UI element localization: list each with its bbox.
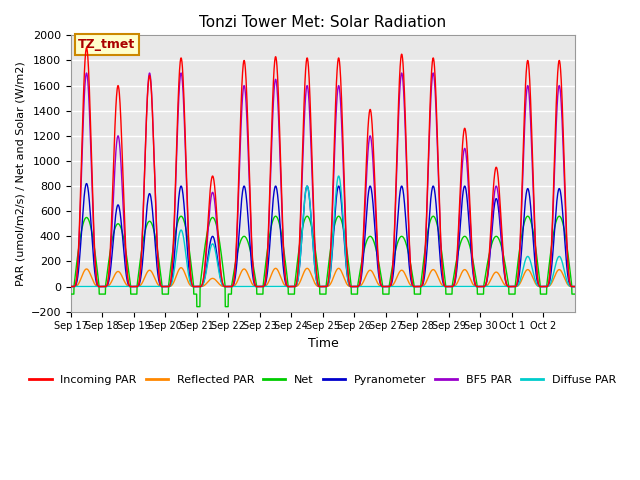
Incoming PAR	[571, 284, 579, 289]
BF5 PAR	[564, 261, 572, 266]
Line: Incoming PAR: Incoming PAR	[71, 48, 575, 287]
Net	[475, 291, 483, 297]
BF5 PAR	[67, 284, 75, 289]
Pyranometer	[571, 284, 579, 289]
BF5 PAR	[83, 70, 90, 76]
Incoming PAR	[118, 129, 125, 134]
Pyranometer	[118, 221, 125, 227]
Reflected PAR	[227, 284, 234, 289]
Diffuse PAR	[353, 284, 361, 289]
Pyranometer	[564, 273, 572, 278]
Diffuse PAR	[67, 284, 75, 289]
BF5 PAR	[227, 284, 234, 289]
Net	[503, 272, 511, 278]
Pyranometer	[474, 284, 482, 289]
Net	[177, 213, 185, 219]
Net	[117, 226, 125, 231]
Incoming PAR	[353, 284, 361, 289]
Incoming PAR	[474, 284, 482, 289]
Diffuse PAR	[335, 173, 342, 179]
Reflected PAR	[564, 282, 572, 288]
Text: TZ_tmet: TZ_tmet	[78, 38, 136, 51]
Incoming PAR	[67, 284, 75, 289]
BF5 PAR	[118, 167, 125, 173]
Title: Tonzi Tower Met: Solar Radiation: Tonzi Tower Met: Solar Radiation	[199, 15, 447, 30]
Pyranometer	[83, 180, 90, 186]
Incoming PAR	[503, 282, 511, 288]
Line: BF5 PAR: BF5 PAR	[71, 73, 575, 287]
Incoming PAR	[83, 45, 90, 51]
Incoming PAR	[564, 258, 572, 264]
Line: Pyranometer: Pyranometer	[71, 183, 575, 287]
Incoming PAR	[227, 284, 234, 289]
Diffuse PAR	[117, 284, 125, 289]
BF5 PAR	[474, 284, 482, 289]
Reflected PAR	[474, 284, 482, 289]
Reflected PAR	[177, 265, 185, 271]
Net	[193, 304, 201, 310]
BF5 PAR	[503, 282, 511, 288]
Reflected PAR	[571, 284, 579, 289]
Reflected PAR	[67, 284, 75, 289]
Net	[227, 291, 234, 297]
Pyranometer	[67, 284, 75, 289]
Diffuse PAR	[564, 280, 572, 286]
Reflected PAR	[117, 272, 125, 277]
Pyranometer	[227, 284, 234, 289]
Line: Reflected PAR: Reflected PAR	[71, 268, 575, 287]
Diffuse PAR	[474, 284, 482, 289]
Diffuse PAR	[226, 284, 234, 289]
Net	[564, 251, 572, 257]
Net	[67, 291, 75, 297]
Line: Diffuse PAR: Diffuse PAR	[71, 176, 575, 287]
Diffuse PAR	[571, 284, 579, 289]
Pyranometer	[503, 282, 511, 288]
BF5 PAR	[353, 284, 361, 289]
Net	[571, 291, 579, 297]
Legend: Incoming PAR, Reflected PAR, Net, Pyranometer, BF5 PAR, Diffuse PAR: Incoming PAR, Reflected PAR, Net, Pyrano…	[25, 370, 621, 389]
BF5 PAR	[571, 284, 579, 289]
X-axis label: Time: Time	[307, 337, 339, 350]
Reflected PAR	[353, 284, 361, 289]
Net	[353, 291, 361, 297]
Diffuse PAR	[503, 284, 511, 289]
Y-axis label: PAR (umol/m2/s) / Net and Solar (W/m2): PAR (umol/m2/s) / Net and Solar (W/m2)	[15, 61, 25, 286]
Pyranometer	[353, 284, 361, 289]
Line: Net: Net	[71, 216, 575, 307]
Reflected PAR	[503, 283, 511, 289]
